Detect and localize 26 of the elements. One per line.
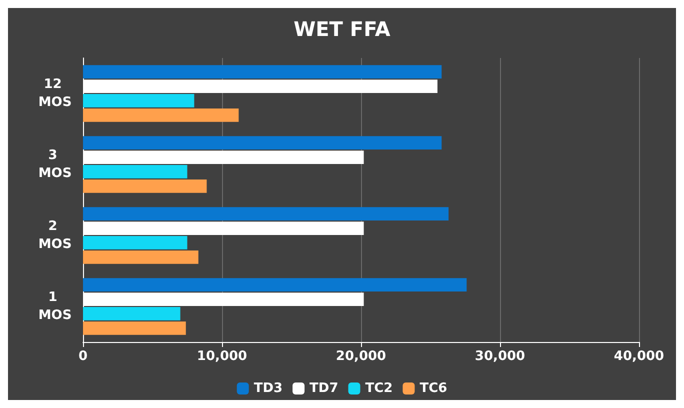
x-tick-label: 30,000 <box>474 349 526 364</box>
bar <box>83 180 207 193</box>
bar <box>83 322 186 335</box>
bar <box>83 307 180 320</box>
x-tick-label: 40,000 <box>614 349 664 364</box>
y-tick-label: 1 MOS <box>38 290 72 323</box>
y-tick-label: 12 MOS <box>38 77 72 110</box>
legend-label: TD3 <box>254 381 283 396</box>
chart-title: WET FFA <box>294 17 391 41</box>
y-tick-label: 3 MOS <box>38 148 72 181</box>
bar <box>83 278 467 292</box>
bar <box>83 65 442 78</box>
bar <box>83 108 239 122</box>
legend-label: TC2 <box>365 381 393 396</box>
legend-label: TC6 <box>420 381 448 396</box>
bar <box>83 165 188 178</box>
bar <box>83 136 442 150</box>
x-tick-label: 10,000 <box>196 349 248 364</box>
y-tick-label: 2 MOS <box>38 219 72 252</box>
bar <box>83 207 449 220</box>
bar <box>83 94 194 108</box>
legend-label: TD7 <box>310 381 338 396</box>
x-tick-label: 0 <box>78 349 88 364</box>
bar <box>83 250 198 264</box>
x-tick-label: 20,000 <box>336 349 386 364</box>
bar <box>83 236 188 250</box>
